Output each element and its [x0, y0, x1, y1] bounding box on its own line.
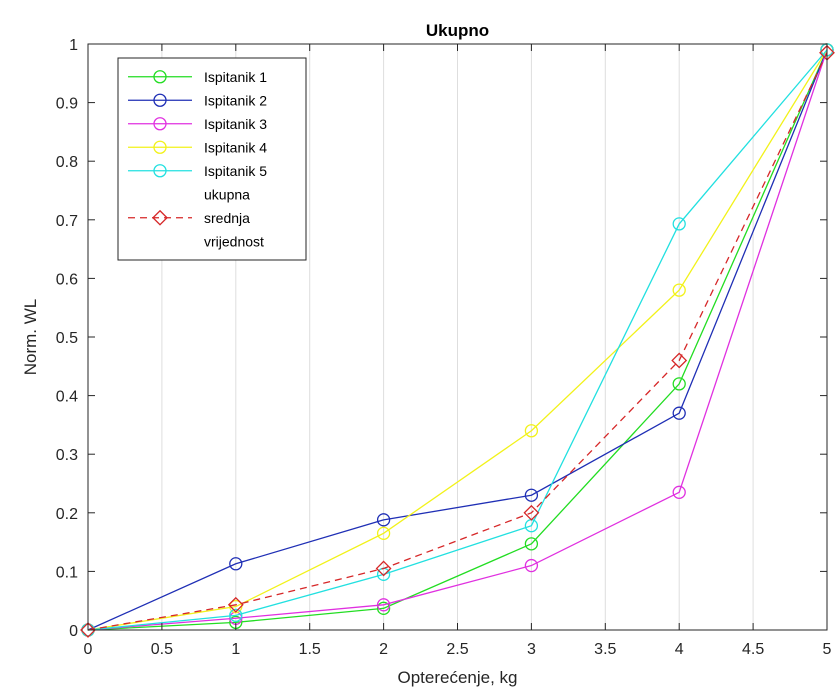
- data-point: [376, 601, 391, 615]
- series-line: [87, 52, 828, 631]
- data-point: [375, 560, 392, 577]
- data-point: [227, 596, 244, 613]
- legend-entry: Ispitanik 1: [128, 69, 267, 85]
- y-tick-label: 0.2: [56, 506, 78, 523]
- y-tick-label: 0.6: [56, 271, 78, 288]
- x-tick-label: 0.5: [151, 641, 173, 658]
- y-tick-label: 0.4: [56, 389, 78, 406]
- data-point: [672, 283, 686, 297]
- x-tick-label: 2: [379, 641, 388, 658]
- legend-entry: Ispitanik 3: [128, 116, 267, 132]
- legend-swatch-marker: [153, 140, 167, 154]
- legend-swatch-marker: [152, 209, 168, 226]
- data-point: [671, 352, 688, 369]
- data-point: [376, 513, 391, 527]
- x-tick-label: 4: [675, 641, 684, 658]
- legend: Ispitanik 1 Ispitanik 2 Ispitanik 3 Ispitan…: [117, 57, 307, 261]
- legend-swatch-marker: [153, 164, 167, 178]
- data-point: [376, 598, 391, 612]
- legend-entry: ukupna srednja vrijednost: [128, 186, 264, 249]
- x-tick-label: 4.5: [742, 641, 764, 658]
- x-tick-label: 0: [84, 641, 93, 658]
- x-tick-label: 3.5: [594, 641, 616, 658]
- legend-entry: Ispitanik 5: [128, 163, 267, 179]
- legend-label: Ispitanik 4: [204, 139, 267, 155]
- data-point: [229, 557, 243, 571]
- data-point: [376, 526, 391, 540]
- legend-label: vrijednost: [204, 233, 264, 249]
- legend-label: ukupna: [204, 186, 250, 202]
- y-tick-label: 0.1: [56, 564, 78, 581]
- x-tick-label: 1.5: [299, 641, 321, 658]
- y-tick-label: 0: [69, 623, 78, 640]
- data-point: [80, 622, 96, 638]
- legend-swatch-marker: [153, 70, 167, 84]
- legend-label: srednja: [204, 210, 250, 226]
- y-tick-label: 0.9: [56, 96, 78, 113]
- x-tick-label: 3: [527, 641, 536, 658]
- legend-label: Ispitanik 1: [204, 69, 267, 85]
- legend-entry: Ispitanik 2: [128, 92, 267, 108]
- legend-label: Ispitanik 2: [204, 92, 267, 108]
- x-tick-label: 1: [231, 641, 240, 658]
- y-tick-label: 0.3: [56, 447, 78, 464]
- x-tick-label: 5: [823, 641, 832, 658]
- series-line: [87, 49, 828, 631]
- data-point: [524, 537, 539, 551]
- series-6: [80, 44, 835, 638]
- series-line: [87, 49, 828, 631]
- y-tick-label: 0.5: [56, 330, 78, 347]
- ticks: 0 0.5 1 1.5 2 2.5 3 3.5 4 4.5 5 0 0.1 0.2 0.3 0.4 0.5 0.6…: [56, 37, 832, 658]
- data-point: [524, 488, 539, 502]
- series-line: [87, 49, 828, 631]
- data-point: [229, 608, 243, 622]
- legend-label: Ispitanik 5: [204, 163, 267, 179]
- data-point: [672, 217, 686, 231]
- y-axis-label: Norm. WL: [21, 299, 40, 376]
- legend-label: Ispitanik 3: [204, 116, 267, 132]
- legend-swatch-marker: [153, 93, 167, 107]
- legend-entry: Ispitanik 4: [128, 139, 267, 155]
- data-point: [524, 558, 539, 573]
- y-tick-label: 1: [69, 37, 78, 54]
- legend-swatch-marker: [153, 117, 167, 131]
- y-tick-label: 0.8: [56, 154, 78, 171]
- series-line: [87, 49, 828, 631]
- legend-box: [117, 57, 307, 261]
- x-axis-label: Opterećenje, kg: [397, 668, 517, 687]
- data-point: [672, 377, 686, 391]
- y-tick-label: 0.7: [56, 213, 78, 230]
- data-point: [672, 406, 686, 420]
- series-line: [87, 49, 828, 631]
- x-tick-label: 2.5: [446, 641, 468, 658]
- data-point: [523, 504, 540, 521]
- chart-title: Ukupno: [426, 21, 489, 40]
- data-point: [672, 485, 686, 499]
- data-point: [524, 424, 539, 438]
